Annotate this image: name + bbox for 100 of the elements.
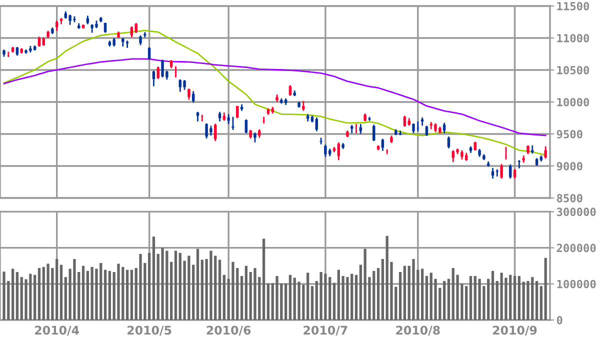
bar (254, 268, 256, 320)
bar (161, 248, 164, 320)
candlestick (134, 22, 138, 34)
bar (117, 264, 120, 320)
candlestick (337, 142, 340, 161)
candlestick (156, 66, 160, 80)
candlestick (504, 146, 508, 160)
bar (526, 281, 530, 320)
x-tick-label: 2010/4 (35, 326, 79, 336)
bar (513, 276, 516, 320)
y-tick-label: 8500 (556, 194, 582, 202)
y-tick-label: 11500 (557, 2, 590, 10)
bar (266, 284, 270, 320)
bar (276, 276, 278, 320)
bar (148, 252, 151, 320)
bar (376, 268, 380, 320)
bar (381, 258, 384, 320)
line-series (3, 58, 546, 136)
bar (152, 236, 156, 320)
candlestick (324, 144, 327, 158)
y-tick-label: 11000 (557, 34, 590, 42)
candlestick (196, 111, 200, 122)
bar (535, 281, 538, 320)
candlestick (7, 51, 10, 58)
candlestick (218, 111, 222, 122)
bar (412, 258, 415, 320)
candlestick (38, 36, 41, 48)
candlestick (315, 116, 318, 132)
y-tick-label: 100000 (557, 280, 596, 288)
candlestick (500, 163, 503, 180)
y-tick-label: 200000 (556, 244, 596, 252)
bar (491, 270, 494, 320)
candlestick (425, 124, 428, 137)
x-tick-label: 2010/8 (396, 326, 440, 336)
bar (11, 268, 14, 320)
bar (244, 266, 248, 320)
candlestick (200, 114, 204, 122)
candlestick (183, 79, 186, 91)
candlestick (188, 88, 190, 100)
bar (104, 270, 107, 320)
candlestick (372, 124, 376, 142)
bar (218, 260, 222, 320)
candlestick (232, 116, 234, 131)
bar (518, 276, 520, 320)
candlestick (139, 34, 142, 46)
candlestick (518, 159, 521, 169)
candlestick (302, 100, 305, 112)
bar (403, 266, 406, 320)
bar (240, 276, 244, 320)
candlestick (544, 146, 547, 160)
bar (2, 272, 6, 320)
bar (540, 286, 543, 320)
bar (544, 258, 547, 320)
bar (130, 270, 134, 320)
bar (170, 262, 173, 320)
bar (298, 282, 300, 320)
bar (420, 268, 424, 320)
bar (139, 254, 142, 320)
candlestick (148, 46, 151, 60)
bar (82, 266, 85, 320)
bar (284, 284, 288, 320)
bar (38, 268, 41, 320)
y-tick-label: 9500 (556, 130, 582, 138)
candlestick (236, 105, 239, 119)
bar (196, 248, 200, 320)
candlestick (460, 150, 464, 160)
x-tick-label: 2010/5 (128, 326, 172, 336)
candlestick (174, 66, 178, 78)
y-tick-label: 9000 (556, 162, 582, 170)
bar (60, 264, 63, 320)
bar (310, 286, 314, 320)
bar (174, 250, 178, 320)
bar (425, 276, 428, 320)
candlestick (442, 122, 446, 134)
x-tick-label: 2010/9 (493, 326, 537, 336)
x-tick-label: 2010/7 (304, 326, 348, 336)
bar (398, 272, 402, 320)
bar (262, 238, 266, 320)
candlestick (152, 70, 156, 87)
candlestick (509, 164, 512, 180)
candlestick (254, 132, 256, 144)
bar (126, 270, 129, 320)
bar (108, 270, 112, 320)
bar (288, 274, 292, 320)
bar (332, 282, 336, 320)
bar (306, 272, 310, 320)
y-tick-label: 300000 (556, 208, 596, 216)
bar (469, 276, 472, 320)
y-tick-label: 10000 (557, 98, 590, 106)
candlestick (130, 26, 134, 38)
bar (443, 281, 446, 320)
x-tick-label: 2010/6 (206, 326, 251, 336)
bar (447, 278, 450, 320)
y-tick-label: 10500 (557, 66, 590, 74)
bar (34, 274, 36, 320)
bar (16, 272, 19, 320)
candlestick (227, 113, 230, 125)
candlestick (214, 123, 217, 142)
bar (354, 274, 358, 320)
y-tick-label: 0 (556, 316, 562, 324)
